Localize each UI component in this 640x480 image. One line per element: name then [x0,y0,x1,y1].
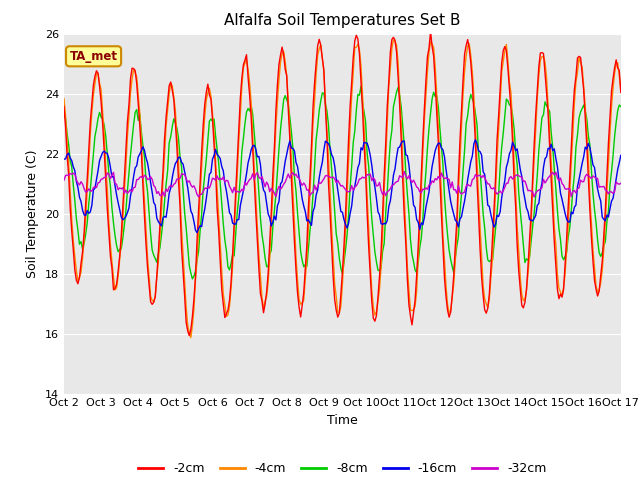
X-axis label: Time: Time [327,414,358,427]
Y-axis label: Soil Temperature (C): Soil Temperature (C) [26,149,39,278]
Text: TA_met: TA_met [70,50,118,63]
Legend: -2cm, -4cm, -8cm, -16cm, -32cm: -2cm, -4cm, -8cm, -16cm, -32cm [133,457,552,480]
Title: Alfalfa Soil Temperatures Set B: Alfalfa Soil Temperatures Set B [224,13,461,28]
